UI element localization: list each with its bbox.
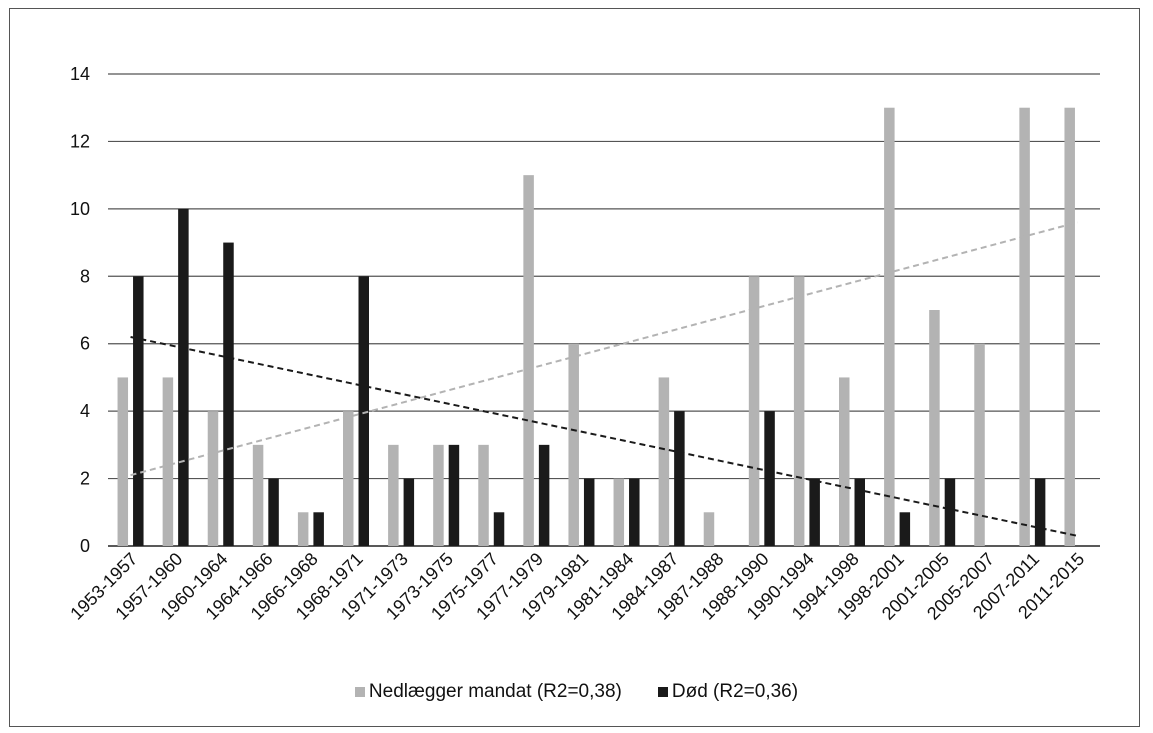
bar-s1-1971-1973 (403, 478, 415, 546)
bars (117, 107, 1075, 547)
bar-s1-1953-1957 (133, 276, 144, 546)
bar-s0-2011-2015 (1064, 107, 1075, 546)
bar-s0-2007-2011 (1019, 107, 1030, 546)
bar-s0-1975-1977 (478, 444, 489, 546)
bar-s1-1968-1971 (358, 276, 369, 546)
y-axis: 0 2 4 6 8 10 12 14 (70, 64, 90, 556)
trendlines (130, 221, 1078, 537)
y-tick-label: 8 (80, 266, 90, 286)
bar-s0-1984-1987 (658, 377, 670, 546)
bar-s1-2007-2011 (1034, 478, 1046, 546)
bar-s1-1977-1979 (538, 444, 550, 546)
legend-item-nedlaegger: Nedlægger mandat (R2=0,38) (354, 681, 622, 703)
legend-label-nedlaegger: Nedlægger mandat (R2=0,38) (368, 681, 622, 702)
bar-s0-1957-1960 (162, 377, 174, 546)
bar-s1-1960-1964 (223, 242, 234, 547)
y-tick-label: 6 (80, 334, 90, 354)
bar-s0-1968-1971 (343, 411, 354, 546)
bar-s0-1990-1994 (793, 276, 805, 546)
y-tick-label: 14 (70, 64, 90, 84)
bar-s1-1973-1975 (448, 444, 460, 546)
legend-item-dod: Død (R2=0,36) (657, 681, 799, 703)
bar-s1-1957-1960 (178, 208, 189, 546)
bar-s1-1984-1987 (674, 411, 685, 546)
bar-s0-2001-2005 (929, 310, 940, 546)
bar-s1-1966-1968 (313, 512, 324, 546)
bar-s1-1964-1966 (268, 478, 279, 546)
bar-s0-1987-1988 (703, 512, 715, 546)
y-tick-label: 4 (80, 401, 90, 421)
bar-s1-1988-1990 (764, 411, 775, 546)
bar-s0-2005-2007 (974, 343, 985, 546)
bar-s1-1981-1984 (629, 478, 640, 546)
bar-s1-1994-1998 (854, 478, 865, 546)
x-axis: 1953-19571957-19601960-19641964-19661966… (66, 549, 1088, 624)
bar-s0-1966-1968 (297, 512, 309, 546)
bar-s0-1964-1966 (252, 444, 264, 546)
legend-swatch-dod (657, 687, 668, 697)
bar-s0-1953-1957 (117, 377, 129, 546)
legend-swatch-nedlaegger (354, 687, 365, 697)
bar-s0-1977-1979 (523, 175, 534, 546)
y-tick-label: 0 (80, 536, 90, 556)
bar-s0-1960-1964 (207, 411, 219, 546)
bar-s0-1981-1984 (613, 478, 625, 546)
y-tick-label: 12 (70, 131, 90, 151)
bar-s1-1998-2001 (899, 512, 911, 546)
y-tick-label: 10 (70, 199, 90, 219)
bar-s0-1988-1990 (748, 276, 760, 546)
legend: Nedlægger mandat (R2=0,38) Død (R2=0,36) (0, 678, 1153, 706)
bar-s0-1998-2001 (884, 107, 895, 546)
bar-s0-1973-1975 (433, 444, 444, 546)
bar-s0-1979-1981 (568, 343, 579, 546)
bar-s0-1971-1973 (388, 444, 399, 546)
bar-s1-1990-1994 (809, 478, 820, 546)
bar-s1-2001-2005 (944, 478, 956, 546)
trendline-s0 (130, 221, 1078, 477)
bar-s1-1979-1981 (583, 478, 595, 546)
bar-s1-1975-1977 (493, 512, 505, 546)
legend-label-dod: Død (R2=0,36) (671, 681, 799, 702)
bar-s0-1994-1998 (839, 377, 850, 546)
trendline-s1 (130, 335, 1078, 537)
y-tick-label: 2 (80, 469, 90, 489)
